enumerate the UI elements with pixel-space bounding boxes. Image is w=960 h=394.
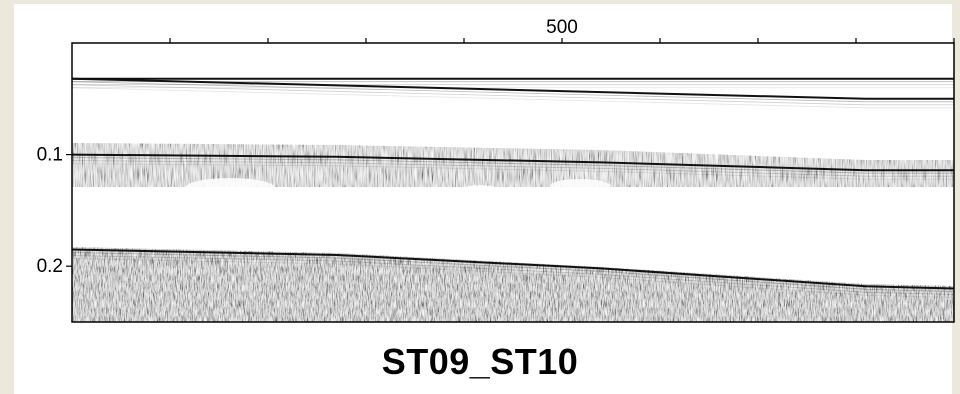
reflector-band bbox=[72, 87, 954, 109]
x-axis: 500 bbox=[169, 17, 955, 43]
reflector-band bbox=[72, 252, 954, 292]
reflector-band bbox=[72, 157, 954, 174]
y-axis: 0.1 0.2 bbox=[37, 145, 72, 277]
reflector-lower-unit-top bbox=[72, 248, 954, 290]
x-tick-label: 500 bbox=[546, 17, 578, 38]
plot-frame bbox=[71, 42, 955, 323]
profile-caption: ST09_ST10 bbox=[381, 341, 579, 382]
reflector-band bbox=[72, 160, 954, 177]
reflector-upper-bright-zone-base bbox=[72, 77, 954, 100]
plot-area bbox=[71, 42, 955, 323]
reflector-band bbox=[72, 258, 954, 298]
reflector-band bbox=[72, 84, 954, 106]
transparent-lenses bbox=[185, 178, 950, 240]
reflector-lines bbox=[72, 77, 954, 298]
reflector-band bbox=[72, 81, 954, 103]
y-tick-label: 0.1 bbox=[37, 145, 63, 166]
y-tick-label: 0.2 bbox=[37, 256, 63, 277]
reflector-subbottom-top bbox=[72, 153, 954, 172]
reflector-band bbox=[72, 255, 954, 295]
reflector-band bbox=[72, 163, 954, 180]
